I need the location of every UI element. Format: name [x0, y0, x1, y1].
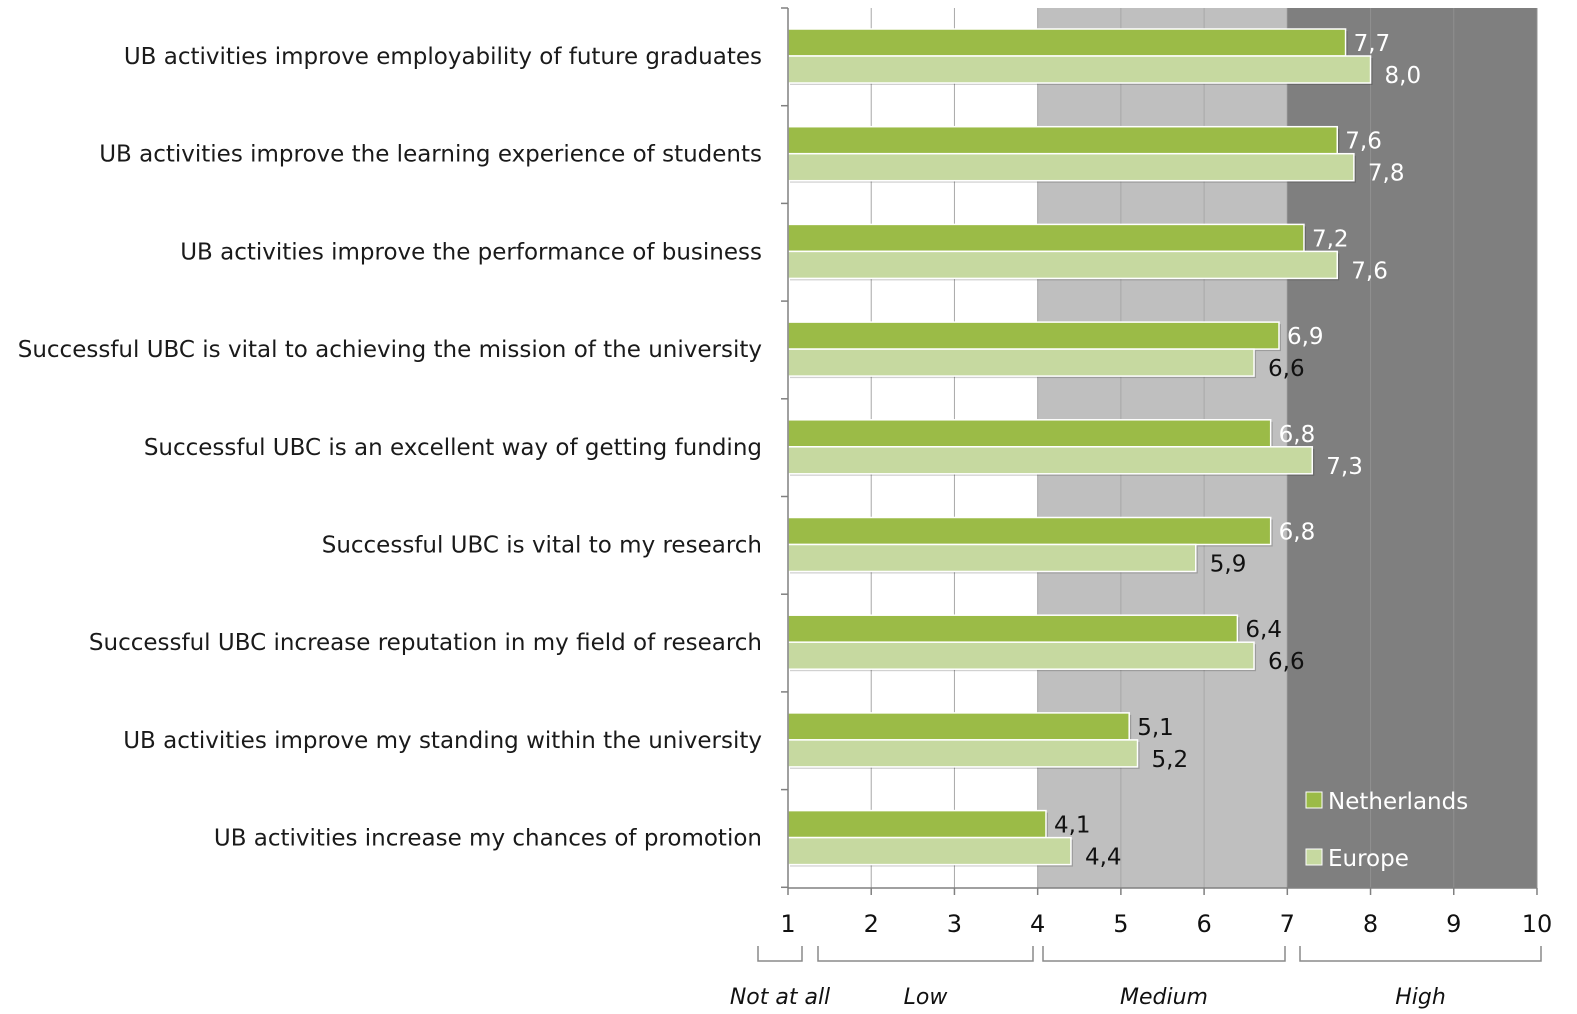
category-label: UB activities increase my chances of pro… [214, 826, 762, 852]
legend: Netherlands Europe [1305, 789, 1468, 872]
category-label: UB activities improve my standing within… [123, 728, 762, 754]
value-label: 7,7 [1354, 31, 1391, 57]
category-label: Successful UBC is an excellent way of ge… [144, 435, 762, 461]
bar-netherlands [787, 419, 1272, 448]
bar-europe [787, 152, 1355, 182]
value-label: 4,1 [1054, 813, 1091, 839]
value-label: 5,1 [1137, 715, 1174, 741]
bar-netherlands [787, 614, 1239, 643]
value-label: 6,8 [1279, 422, 1316, 448]
value-label: 7,6 [1345, 129, 1382, 155]
value-label: 7,6 [1351, 258, 1388, 284]
bar-netherlands [787, 809, 1047, 839]
bar-europe [787, 446, 1314, 475]
x-tick-label: 5 [1113, 910, 1128, 938]
bar-netherlands [787, 28, 1347, 57]
x-tick-label: 7 [1280, 910, 1295, 938]
value-label: 7,2 [1312, 226, 1349, 252]
value-label: 5,2 [1152, 747, 1189, 773]
bars [787, 28, 1373, 867]
category-label: Successful UBC is vital to achieving the… [18, 337, 762, 363]
band-bracket [1042, 946, 1286, 962]
value-label: 6,6 [1268, 649, 1305, 675]
bar-europe [787, 55, 1372, 84]
legend-label-netherlands: Netherlands [1328, 789, 1468, 815]
x-tick-label: 2 [864, 910, 879, 938]
category-label: UB activities improve the learning exper… [99, 142, 762, 168]
category-label: UB activities improve the performance of… [180, 239, 762, 265]
band-label: Medium [1120, 985, 1208, 1010]
bar-netherlands [787, 712, 1130, 741]
x-tick-label: 8 [1363, 910, 1378, 938]
x-tick-label: 1 [780, 910, 795, 938]
bar-netherlands [787, 223, 1305, 253]
x-tick-label: 3 [947, 910, 962, 938]
value-label: 6,8 [1279, 520, 1316, 546]
band-label: Not at all [730, 985, 830, 1010]
x-tick-label: 4 [1030, 910, 1045, 938]
value-label: 6,4 [1245, 617, 1282, 643]
bar-europe [787, 348, 1255, 377]
x-tick-label: 9 [1446, 910, 1461, 938]
bar-europe [787, 641, 1255, 670]
category-labels: UB activities improve employability of f… [18, 44, 762, 852]
bar-netherlands [787, 125, 1339, 155]
value-label: 5,9 [1210, 552, 1247, 578]
band-label: Low [904, 985, 949, 1010]
legend-label-europe: Europe [1328, 846, 1409, 872]
band-bracket [757, 946, 803, 962]
band-bracket [1299, 946, 1542, 962]
scale-bands: Not at all Low Medium High [730, 946, 1542, 1010]
bar-netherlands [787, 516, 1272, 546]
bar-europe [787, 739, 1139, 768]
x-tick-label: 6 [1196, 910, 1211, 938]
category-label: Successful UBC is vital to my research [322, 533, 762, 559]
x-tick-label: 10 [1522, 910, 1553, 938]
category-label: UB activities improve employability of f… [124, 44, 762, 70]
value-label: 6,6 [1268, 356, 1305, 382]
category-label: Successful UBC increase reputation in my… [89, 630, 762, 656]
band-label: High [1395, 985, 1446, 1010]
bar-europe [787, 543, 1197, 573]
value-label: 6,9 [1287, 324, 1324, 350]
value-labels: 7,78,07,67,87,27,66,96,66,87,36,85,96,46… [1054, 31, 1421, 871]
bar-netherlands [787, 321, 1280, 350]
value-label: 7,3 [1326, 454, 1363, 480]
bar-europe [787, 250, 1339, 280]
bar-europe [787, 836, 1072, 866]
value-label: 8,0 [1385, 63, 1422, 89]
value-label: 4,4 [1085, 845, 1122, 871]
legend-swatch-netherlands [1305, 791, 1323, 809]
axes: 1 2 3 4 5 6 7 8 9 10 [780, 7, 1553, 938]
legend-swatch-europe [1305, 848, 1323, 866]
band-bracket [817, 946, 1034, 962]
value-label: 7,8 [1368, 161, 1405, 187]
